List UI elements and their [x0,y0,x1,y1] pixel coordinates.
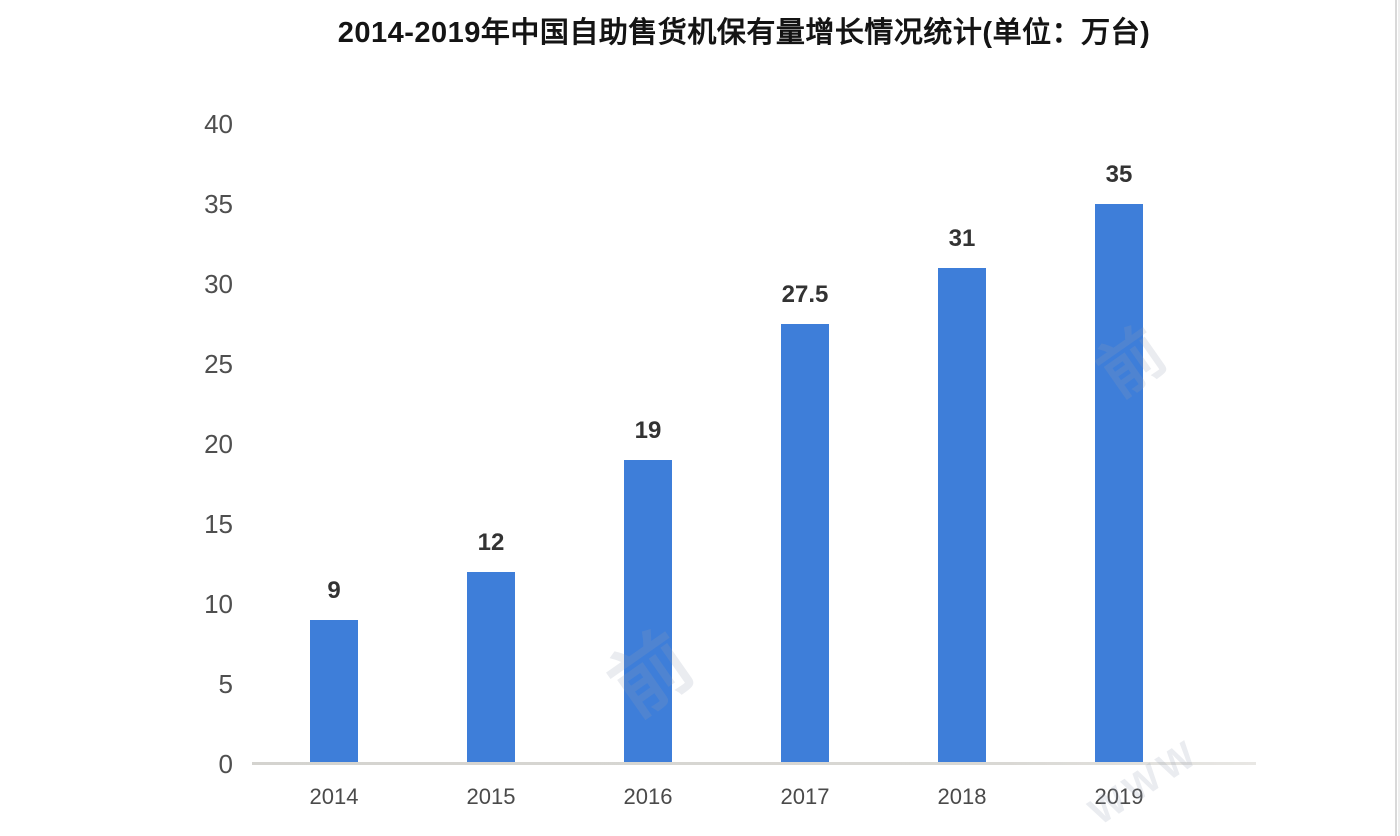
bar-2014 [310,620,358,764]
x-axis-label-2018: 2018 [937,784,987,809]
value-label-2018: 31 [948,225,976,252]
value-label-2016: 19 [634,417,662,444]
bar-2015 [467,572,515,764]
y-axis-tick-label: 30 [204,269,233,299]
x-axis-label-2017: 2017 [780,784,830,809]
x-axis-label-2016: 2016 [623,784,673,809]
value-label-2014: 9 [327,577,341,604]
y-axis-tick-label: 35 [204,189,233,219]
x-axis-label-2014: 2014 [309,784,359,809]
y-axis-tick-label: 15 [204,509,233,539]
value-label-2017: 27.5 [781,281,829,308]
y-axis-tick-label: 10 [204,589,233,619]
y-axis-tick-label: 25 [204,349,233,379]
y-axis-tick-label: 0 [218,749,233,779]
chart-title: 2014-2019年中国自助售货机保有量增长情况统计(单位：万台) [337,17,1151,49]
y-axis-tick-label: 40 [204,109,233,139]
bar-2019 [1095,204,1143,764]
x-axis-label-2019: 2019 [1094,784,1144,809]
right-edge-line [1395,0,1397,836]
y-axis-tick-label: 5 [218,669,233,699]
value-label-2015: 12 [477,529,505,556]
bar-2017 [781,324,829,764]
bar-2018 [938,268,986,764]
x-axis-label-2015: 2015 [466,784,516,809]
y-axis-tick-label: 20 [204,429,233,459]
x-axis-line [252,762,1256,765]
bar-2016 [624,460,672,764]
value-label-2019: 35 [1105,161,1133,188]
